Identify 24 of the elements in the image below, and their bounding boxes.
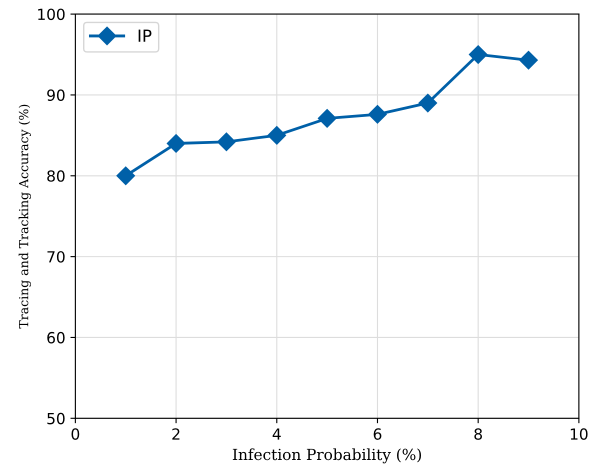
- x-tick-label: 0: [72, 428, 80, 440]
- y-axis-title: Tracing and Tracking Accuracy (%): [18, 104, 31, 328]
- legend-label: IP: [138, 30, 152, 42]
- point: [267, 126, 286, 145]
- x-tick-label: 10: [570, 428, 588, 440]
- point: [519, 50, 538, 70]
- y-tick-label: 50: [47, 412, 65, 424]
- point: [116, 166, 136, 186]
- point: [468, 45, 488, 64]
- point: [368, 104, 387, 124]
- x-tick-label: 8: [474, 428, 482, 440]
- y-tick-label: 90: [47, 89, 65, 101]
- y-tick-label: 80: [47, 170, 65, 182]
- point: [418, 94, 438, 112]
- x-tick-label: 4: [272, 428, 281, 440]
- point: [166, 134, 186, 153]
- point: [318, 109, 336, 128]
- y-tick-label: 70: [47, 251, 65, 263]
- x-axis-title: Infection Probability (%): [232, 448, 422, 464]
- x-tick-label: 2: [172, 428, 180, 440]
- point: [217, 132, 236, 152]
- x-tick-label: 6: [374, 428, 382, 440]
- y-tick-label: 60: [47, 332, 65, 344]
- y-tick-label: 100: [38, 8, 65, 20]
